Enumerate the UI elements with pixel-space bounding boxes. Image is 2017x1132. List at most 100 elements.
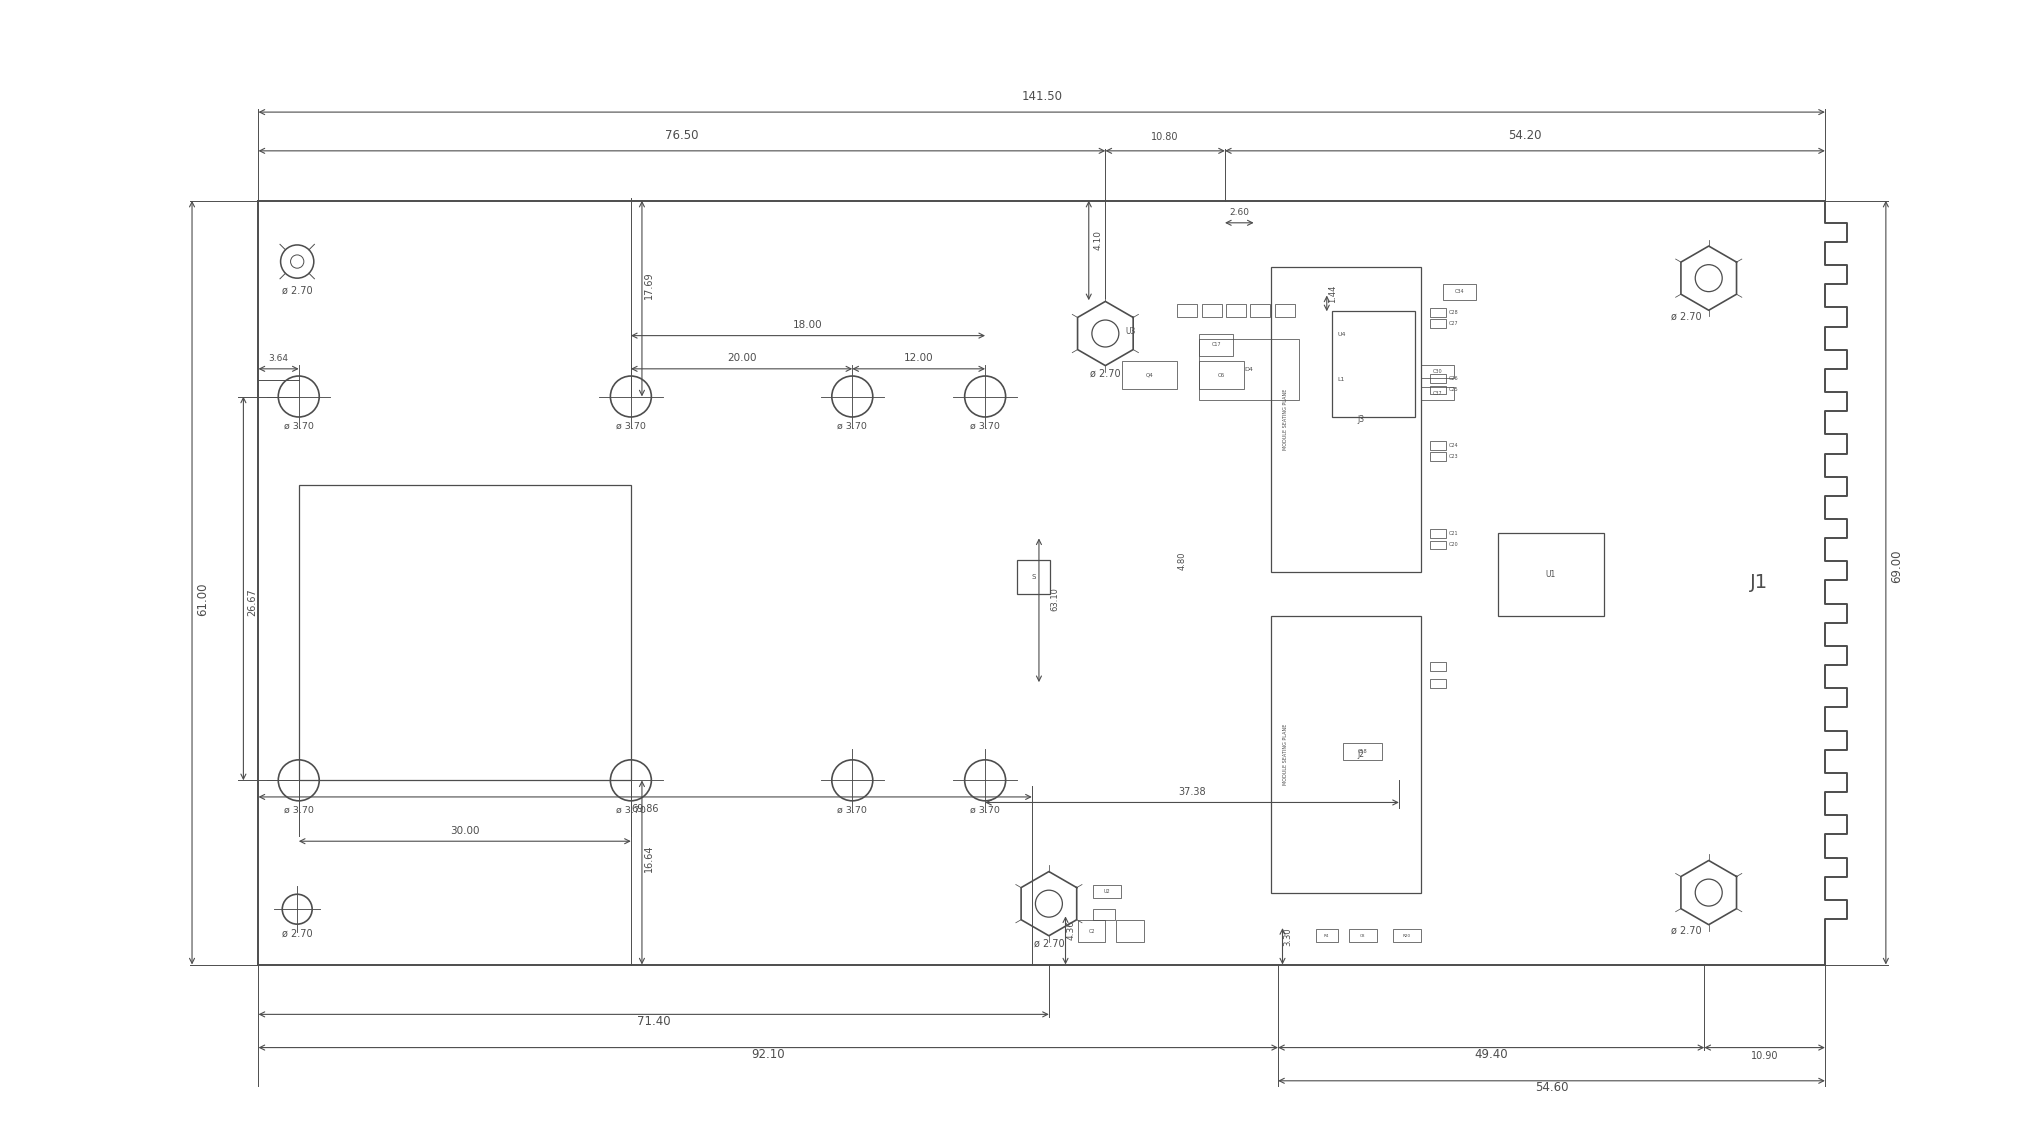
Text: C23: C23	[1448, 454, 1458, 458]
Text: ø 2.70: ø 2.70	[1033, 940, 1065, 949]
Text: 4.36: 4.36	[1067, 920, 1075, 941]
Text: J2: J2	[1357, 749, 1366, 758]
Text: C8: C8	[1359, 934, 1366, 937]
Text: 71.40: 71.40	[637, 1014, 670, 1028]
Text: ø 2.70: ø 2.70	[1672, 926, 1702, 936]
Bar	[1271, 616, 1420, 893]
Bar	[1430, 679, 1446, 688]
Text: 10.80: 10.80	[1152, 132, 1178, 142]
Text: 76.50: 76.50	[666, 129, 698, 142]
Text: R4: R4	[1323, 934, 1329, 937]
Bar	[1442, 284, 1476, 300]
Text: ø 3.70: ø 3.70	[284, 805, 315, 814]
Text: C17: C17	[1212, 342, 1220, 348]
Bar	[1394, 929, 1420, 943]
Text: C28: C28	[1448, 310, 1458, 315]
Bar	[1121, 361, 1178, 389]
Text: ø 2.70: ø 2.70	[1089, 369, 1121, 379]
Text: ø 3.70: ø 3.70	[615, 805, 645, 814]
Text: C2: C2	[1089, 929, 1095, 934]
Bar	[1226, 303, 1247, 317]
Bar	[1430, 375, 1446, 384]
Text: 10.90: 10.90	[1751, 1050, 1779, 1061]
Text: 17.69: 17.69	[643, 271, 654, 299]
Text: ø 3.70: ø 3.70	[284, 421, 315, 430]
Bar	[1430, 452, 1446, 461]
Text: 141.50: 141.50	[1021, 91, 1063, 103]
Text: 16.64: 16.64	[643, 844, 654, 873]
Text: C34: C34	[1454, 290, 1464, 294]
Bar	[1178, 303, 1198, 317]
Bar	[1420, 387, 1454, 400]
Text: 18.00: 18.00	[793, 320, 823, 331]
Bar	[1275, 303, 1295, 317]
Text: U4: U4	[1337, 332, 1347, 337]
Text: 63.10: 63.10	[1051, 588, 1059, 611]
Bar	[1315, 929, 1337, 943]
Text: ø 3.70: ø 3.70	[615, 421, 645, 430]
Text: U2: U2	[1103, 889, 1109, 894]
Text: ø 3.70: ø 3.70	[970, 421, 1000, 430]
Text: U3: U3	[1125, 327, 1136, 336]
Text: ø 3.70: ø 3.70	[837, 805, 867, 814]
Text: 69.86: 69.86	[631, 804, 660, 814]
Text: 26.67: 26.67	[248, 589, 258, 616]
Text: 12.00: 12.00	[904, 353, 934, 363]
Text: 3.64: 3.64	[268, 354, 288, 363]
Text: ø 3.70: ø 3.70	[837, 421, 867, 430]
Text: MODULE SEATING PLANE: MODULE SEATING PLANE	[1283, 723, 1289, 784]
Bar	[1251, 303, 1271, 317]
Text: C20: C20	[1448, 542, 1458, 548]
Bar	[1349, 929, 1378, 943]
Bar	[1200, 340, 1299, 400]
Text: C25: C25	[1448, 387, 1458, 393]
Text: 92.10: 92.10	[752, 1048, 785, 1061]
Bar	[1430, 541, 1446, 549]
Text: 30.00: 30.00	[450, 825, 480, 835]
Text: ø 3.70: ø 3.70	[970, 805, 1000, 814]
Text: C6: C6	[1218, 372, 1224, 378]
Text: 61.00: 61.00	[196, 583, 210, 616]
Text: D4: D4	[1244, 367, 1255, 372]
Text: L1: L1	[1337, 377, 1345, 383]
Bar	[1333, 311, 1416, 417]
Text: J1: J1	[1749, 573, 1767, 592]
Text: ø 2.70: ø 2.70	[282, 928, 313, 938]
Bar	[1430, 319, 1446, 328]
Text: C18: C18	[1357, 749, 1368, 754]
Text: C24: C24	[1448, 443, 1458, 448]
Bar	[1430, 662, 1446, 671]
Text: C21: C21	[1448, 531, 1458, 537]
Bar	[1430, 386, 1446, 394]
Bar	[1420, 365, 1454, 378]
Bar	[1093, 885, 1121, 898]
Text: R20: R20	[1404, 934, 1412, 937]
Text: C30: C30	[1432, 369, 1442, 374]
Text: C27: C27	[1448, 321, 1458, 326]
Text: Q4: Q4	[1146, 372, 1154, 378]
Text: 1.44: 1.44	[1327, 285, 1337, 303]
Bar	[1343, 743, 1382, 760]
Bar	[1017, 560, 1051, 593]
Bar	[1117, 920, 1144, 943]
Text: C37: C37	[1432, 391, 1442, 396]
Text: 54.60: 54.60	[1535, 1081, 1569, 1094]
Bar	[299, 486, 631, 780]
Bar	[1271, 267, 1420, 572]
Text: J3: J3	[1357, 414, 1366, 423]
Text: 37.38: 37.38	[1178, 787, 1206, 797]
Text: MODULE SEATING PLANE: MODULE SEATING PLANE	[1283, 388, 1289, 451]
Text: 4.80: 4.80	[1178, 551, 1186, 569]
Bar	[1430, 308, 1446, 317]
Bar	[1499, 533, 1604, 616]
Text: 54.20: 54.20	[1509, 129, 1541, 142]
Bar	[1430, 530, 1446, 539]
Text: 69.00: 69.00	[1890, 549, 1904, 583]
Bar	[1077, 920, 1105, 943]
Text: 3.30: 3.30	[1283, 927, 1293, 946]
Text: ø 2.70: ø 2.70	[1672, 311, 1702, 321]
Text: C26: C26	[1448, 377, 1458, 381]
Bar	[1430, 440, 1446, 449]
Text: 4.10: 4.10	[1093, 231, 1101, 250]
Bar	[1202, 303, 1222, 317]
